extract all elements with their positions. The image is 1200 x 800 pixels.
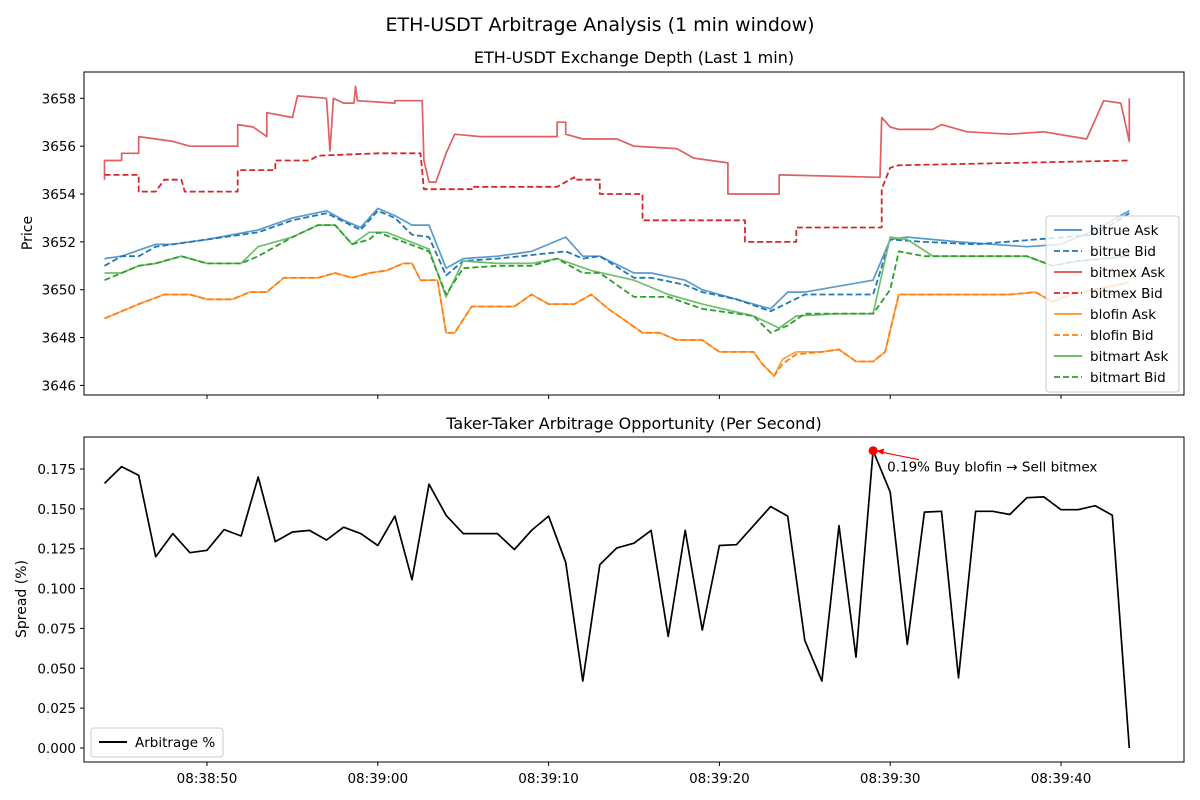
arbitrage-series-arbitrage	[103, 449, 1131, 749]
price-legend-label-bitmart-bid: bitmart Bid	[1090, 370, 1166, 386]
price-legend-frame	[1045, 215, 1180, 393]
arbitrage-axes-frame	[83, 436, 1185, 763]
arbitrage-y-tick-label: 0.150	[37, 502, 76, 518]
arbitrage-y-tick-label: 0.175	[37, 462, 76, 478]
price-legend: bitrue Ask bitrue Bid bitmex Ask bitmex Bid…	[1045, 215, 1180, 393]
price-y-tick-label: 3652	[42, 235, 76, 251]
annotation-label: 0.19% Buy blofin → Sell bitmex	[887, 460, 1097, 476]
arbitrage-panel: Taker-Taker Arbitrage Opportunity (Per S…	[14, 414, 1185, 787]
price-y-tick-label: 3650	[42, 283, 76, 299]
annotation-arrow-head	[876, 448, 885, 455]
price-y-tick-label: 3646	[42, 378, 76, 394]
price-y-tick-label: 3648	[42, 331, 76, 347]
price-legend-label-blofin-bid: blofin Bid	[1090, 328, 1154, 344]
price-y-tick-label: 3654	[42, 187, 76, 203]
arbitrage-x-tick-label: 08:39:30	[860, 771, 921, 787]
annotation-arrow	[879, 451, 920, 461]
price-legend-label-blofin-ask: blofin Ask	[1090, 307, 1156, 323]
arbitrage-legend-frame	[90, 727, 224, 758]
price-chart-title: ETH-USDT Exchange Depth (Last 1 min)	[474, 48, 794, 67]
arbitrage-legend: Arbitrage %	[90, 727, 224, 758]
arbitrage-x-tick-label: 08:39:00	[347, 771, 408, 787]
price-legend-label-bitrue-ask: bitrue Ask	[1090, 223, 1159, 239]
price-y-tick-label: 3658	[42, 91, 76, 107]
arbitrage-y-tick-label: 0.000	[37, 741, 76, 757]
price-legend-label-bitrue-bid: bitrue Bid	[1090, 244, 1156, 260]
price-depth-panel: ETH-USDT Exchange Depth (Last 1 min) Pri…	[20, 48, 1185, 399]
arbitrage-x-tick-label: 08:39:10	[518, 771, 579, 787]
arbitrage-y-axis-label: Spread (%)	[14, 560, 30, 638]
arbitrage-x-tick-label: 08:39:40	[1031, 771, 1092, 787]
arbitrage-chart-title: Taker-Taker Arbitrage Opportunity (Per S…	[445, 414, 821, 433]
arbitrage-y-tick-label: 0.125	[37, 542, 76, 558]
arbitrage-x-tick-label: 08:38:50	[177, 771, 238, 787]
arbitrage-legend-label-arbitrage: Arbitrage %	[135, 735, 215, 751]
price-y-axis-label: Price	[20, 216, 36, 250]
price-legend-label-bitmart-ask: bitmart Ask	[1090, 349, 1168, 365]
arbitrage-y-tick-label: 0.050	[37, 661, 76, 677]
price-series-bitmart-bid	[104, 224, 1130, 334]
arbitrage-y-tick-label: 0.075	[37, 621, 76, 637]
arbitrage-y-tick-label: 0.025	[37, 701, 76, 717]
price-y-tick-label: 3656	[42, 139, 76, 155]
price-legend-label-bitmex-ask: bitmex Ask	[1090, 265, 1165, 281]
arbitrage-x-tick-label: 08:39:20	[689, 771, 750, 787]
price-axes-frame	[83, 71, 1185, 396]
arbitrage-y-tick-label: 0.100	[37, 582, 76, 598]
price-legend-label-bitmex-bid: bitmex Bid	[1090, 286, 1163, 302]
price-series-bitmart-ask	[104, 224, 1130, 329]
figure-suptitle: ETH-USDT Arbitrage Analysis (1 min windo…	[385, 14, 814, 36]
price-series-bitrue-bid	[104, 209, 1130, 313]
price-series-bitmex-bid	[104, 152, 1130, 243]
max-arbitrage-marker	[868, 446, 878, 456]
price-series-blofin-bid	[104, 262, 1130, 377]
price-series-bitmex-ask	[103, 85, 1131, 195]
